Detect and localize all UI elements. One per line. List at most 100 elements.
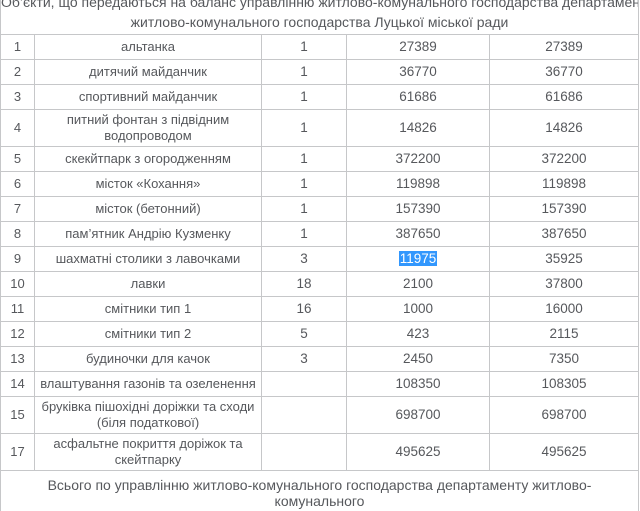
- table-row: 2 дитячий майданчик 1 36770 36770: [0, 58, 639, 85]
- unit-price-value: 387650: [395, 225, 441, 241]
- total-price-value: 387650: [541, 225, 587, 241]
- unit-price-cell: 387650: [346, 220, 490, 247]
- table-title-row: Об’єкти, що передаються на баланс управл…: [0, 0, 639, 35]
- row-number-cell: 12: [0, 320, 35, 347]
- unit-price-value: 61686: [399, 88, 437, 104]
- object-name-cell: питний фонтан з підвідним водопроводом: [34, 108, 262, 147]
- object-name: питний фонтан з підвідним водопроводом: [66, 111, 230, 143]
- row-number-cell: 15: [0, 395, 35, 434]
- quantity-value: 1: [300, 175, 308, 191]
- table-footer-row: Всього по управлінню житлово-комунальног…: [0, 469, 639, 511]
- unit-price-cell: 14826: [346, 108, 490, 147]
- table-title: Об’єкти, що передаються на баланс управл…: [2, 0, 638, 33]
- row-number: 13: [10, 350, 25, 366]
- quantity-cell: 3: [261, 345, 347, 372]
- row-number: 8: [13, 225, 22, 241]
- quantity-value: 3: [300, 350, 308, 366]
- row-number-cell: 3: [0, 83, 35, 110]
- object-name-cell: пам’ятник Андрію Кузменку: [34, 220, 262, 247]
- quantity-value: 3: [300, 250, 308, 266]
- row-number-cell: 17: [0, 432, 35, 471]
- total-price-cell: 37800: [489, 270, 639, 297]
- total-price-cell: 372200: [489, 145, 639, 172]
- object-name-cell: скекйтпарк з огородженням: [34, 145, 262, 172]
- quantity-cell: 1: [261, 145, 347, 172]
- table-row: 6 місток «Кохання» 1 119898 119898: [0, 170, 639, 197]
- unit-price-value: 119898: [395, 175, 441, 191]
- total-price-cell: 119898: [489, 170, 639, 197]
- row-number-cell: 10: [0, 270, 35, 297]
- row-number: 6: [13, 175, 22, 191]
- quantity-cell: 5: [261, 320, 347, 347]
- unit-price-cell: 423: [346, 320, 490, 347]
- object-name-cell: будиночки для качок: [34, 345, 262, 372]
- table-row: 9 шахматні столики з лавочками 3 11975 3…: [0, 245, 639, 272]
- row-number: 3: [13, 88, 22, 104]
- row-number: 9: [13, 250, 22, 266]
- quantity-value: 1: [300, 225, 308, 241]
- unit-price-cell: 157390: [346, 195, 490, 222]
- quantity-value: 1: [300, 88, 308, 104]
- total-price-value: 37800: [545, 275, 583, 291]
- table-row: 5 скекйтпарк з огородженням 1 372200 372…: [0, 145, 639, 172]
- row-number: 15: [10, 406, 25, 422]
- unit-price-cell: 108350: [346, 370, 490, 397]
- footer-text: Всього по управлінню житлово-комунальног…: [47, 476, 592, 509]
- total-price-value: 36770: [545, 63, 583, 79]
- total-price-value: 16000: [545, 300, 583, 316]
- row-number-cell: 2: [0, 58, 35, 85]
- unit-price-value: 495625: [395, 443, 441, 459]
- row-number-cell: 5: [0, 145, 35, 172]
- unit-price-cell: 372200: [346, 145, 490, 172]
- object-name: влаштування газонів та озеленення: [40, 375, 256, 391]
- row-number-cell: 4: [0, 108, 35, 147]
- total-price-value: 14826: [545, 119, 583, 135]
- object-name: дитячий майданчик: [89, 63, 207, 79]
- total-price-cell: 27389: [489, 33, 639, 60]
- row-number-cell: 9: [0, 245, 35, 272]
- object-name: спортивний майданчик: [78, 88, 218, 104]
- object-name-cell: місток (бетонний): [34, 195, 262, 222]
- row-number-cell: 11: [0, 295, 35, 322]
- row-number: 4: [13, 119, 22, 135]
- unit-price-value: 11975: [398, 250, 438, 266]
- total-price-value: 108305: [541, 375, 587, 391]
- quantity-cell: 1: [261, 58, 347, 85]
- object-name: альтанка: [121, 38, 175, 54]
- quantity-value: 1: [300, 63, 308, 79]
- quantity-value: 16: [296, 300, 312, 316]
- table-row: 13 будиночки для качок 3 2450 7350: [0, 345, 639, 372]
- quantity-cell: 18: [261, 270, 347, 297]
- unit-price-value: 2450: [402, 350, 434, 366]
- quantity-cell: [261, 395, 347, 434]
- row-number: 17: [10, 443, 25, 459]
- table-row: 11 смітники тип 1 16 1000 16000: [0, 295, 639, 322]
- table-row: 4 питний фонтан з підвідним водопроводом…: [0, 108, 639, 147]
- object-name: смітники тип 1: [104, 300, 192, 316]
- unit-price-cell: 119898: [346, 170, 490, 197]
- unit-price-cell: 698700: [346, 395, 490, 434]
- table-row: 7 місток (бетонний) 1 157390 157390: [0, 195, 639, 222]
- object-name: будиночки для качок: [86, 350, 210, 366]
- unit-price-value: 157390: [395, 200, 441, 216]
- object-name-cell: асфальтне покриття доріжок та скейтпарку: [34, 432, 262, 471]
- object-name: місток «Кохання»: [95, 175, 201, 191]
- total-price-cell: 698700: [489, 395, 639, 434]
- table-row: 3 спортивний майданчик 1 61686 61686: [0, 83, 639, 110]
- quantity-value: 18: [296, 275, 312, 291]
- unit-price-value: 27389: [399, 38, 437, 54]
- total-price-value: 157390: [541, 200, 587, 216]
- object-name-cell: лавки: [34, 270, 262, 297]
- unit-price-value: 423: [406, 325, 430, 341]
- total-price-cell: 495625: [489, 432, 639, 471]
- quantity-cell: 16: [261, 295, 347, 322]
- quantity-value: 1: [300, 38, 308, 54]
- total-price-value: 27389: [545, 38, 583, 54]
- quantity-cell: 1: [261, 83, 347, 110]
- table-row: 14 влаштування газонів та озеленення 108…: [0, 370, 639, 397]
- object-name-cell: місток «Кохання»: [34, 170, 262, 197]
- total-price-cell: 14826: [489, 108, 639, 147]
- object-name-cell: влаштування газонів та озеленення: [34, 370, 262, 397]
